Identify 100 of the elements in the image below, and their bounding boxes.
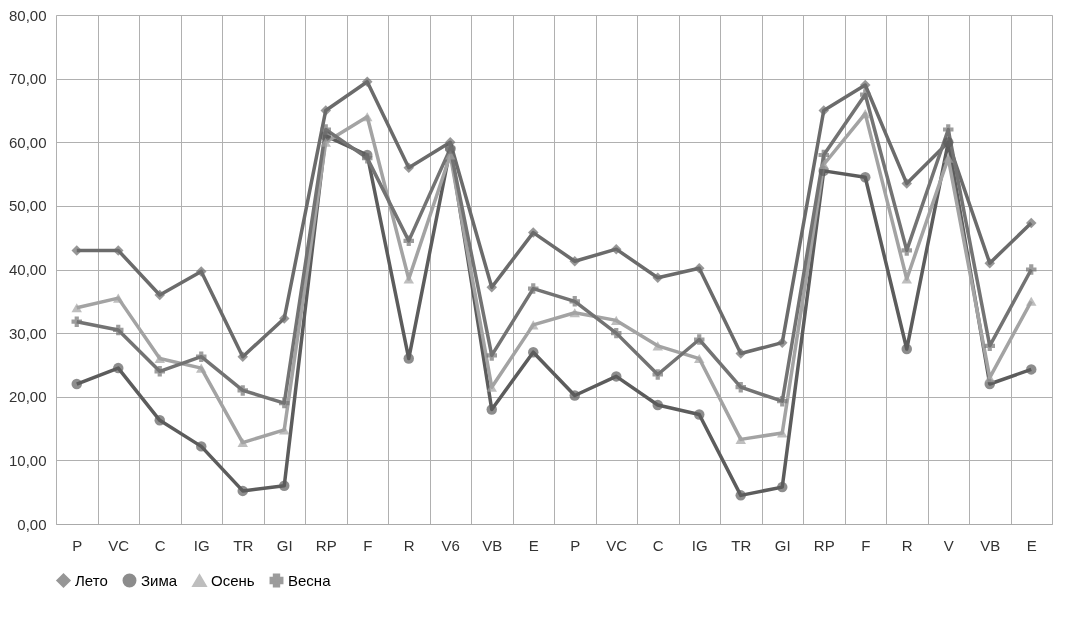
y-tick-label: 0,00 (17, 515, 47, 533)
point (279, 480, 290, 492)
point (984, 340, 995, 352)
x-tick-label: E (528, 536, 539, 554)
point (694, 354, 705, 364)
x-tick-label: TR (233, 536, 254, 554)
legend-label: Зима (141, 571, 178, 589)
x-tick-label: VC (606, 536, 628, 554)
point (403, 353, 414, 364)
point (777, 481, 788, 493)
point (569, 308, 580, 318)
x-tick-label: V6 (441, 536, 460, 554)
point (694, 334, 705, 345)
point (735, 348, 746, 359)
point (569, 255, 580, 267)
point (652, 399, 663, 411)
x-tick-label: C (652, 536, 664, 554)
point (860, 172, 871, 183)
point (818, 149, 829, 161)
point (71, 316, 82, 327)
point (154, 354, 165, 364)
point (196, 266, 207, 277)
x-tick-label: GI (276, 536, 293, 554)
point (486, 404, 497, 415)
point (113, 245, 124, 256)
point (777, 337, 788, 348)
point (237, 351, 248, 362)
point (943, 124, 954, 135)
x-tick-label: VC (108, 536, 130, 554)
point (652, 369, 663, 380)
x-tick-label: V (943, 536, 954, 554)
y-tick-label: 40,00 (8, 261, 47, 278)
y-tick-label: 50,00 (8, 197, 47, 215)
point (1026, 364, 1037, 375)
y-tick-label: 60,00 (8, 133, 47, 151)
point (528, 227, 539, 238)
point (943, 153, 954, 163)
point (403, 235, 414, 247)
point (486, 282, 497, 293)
x-tick-label: IG (193, 536, 210, 554)
point (694, 409, 705, 420)
point (1026, 264, 1037, 275)
y-tick-label: 80,00 (8, 6, 47, 24)
point (652, 272, 663, 284)
point (320, 137, 331, 147)
point (279, 397, 290, 409)
point (611, 371, 622, 382)
x-tick-label: C (154, 536, 166, 554)
point (196, 363, 207, 373)
x-tick-label: TR (731, 536, 752, 554)
x-tick-label: VB (482, 536, 503, 554)
x-tick-label: RP (315, 536, 337, 554)
legend-label: Лето (75, 571, 108, 589)
x-tick-label: IG (691, 536, 708, 554)
point (777, 395, 788, 407)
x-tick-label: F (363, 536, 373, 554)
y-tick-label: 70,00 (8, 70, 47, 88)
point (818, 105, 829, 116)
point (362, 76, 373, 88)
point (735, 381, 746, 393)
point (528, 283, 539, 294)
x-tick-label: P (72, 536, 83, 554)
y-tick-label: 20,00 (8, 388, 47, 406)
point (403, 162, 414, 173)
point (196, 351, 207, 362)
x-tick-label: RP (813, 536, 835, 554)
point (818, 159, 829, 170)
point (279, 313, 290, 324)
point (611, 327, 622, 339)
point (196, 441, 207, 452)
point (237, 385, 248, 396)
point (113, 324, 124, 336)
point (71, 378, 82, 390)
legend-label: Осень (211, 571, 255, 589)
point (154, 366, 165, 377)
x-tick-label: VB (980, 536, 1001, 554)
point (486, 350, 497, 361)
point (652, 341, 663, 351)
point (984, 257, 995, 269)
point (320, 124, 331, 135)
point (237, 485, 248, 497)
y-tick-label: 30,00 (8, 324, 47, 342)
x-tick-label: F (861, 536, 871, 554)
point (362, 112, 373, 122)
point (154, 289, 165, 301)
point (71, 303, 82, 313)
point (237, 438, 248, 448)
x-tick-label: E (1026, 536, 1037, 554)
x-tick-label: P (570, 536, 581, 554)
point (735, 490, 746, 501)
point (860, 89, 871, 100)
point (113, 293, 124, 303)
point (569, 390, 580, 401)
point (113, 362, 124, 374)
point (901, 343, 912, 355)
x-tick-label: R (403, 536, 415, 554)
point (1026, 296, 1037, 306)
point (735, 434, 746, 444)
legend-label: Весна (288, 571, 332, 589)
point (901, 178, 912, 189)
